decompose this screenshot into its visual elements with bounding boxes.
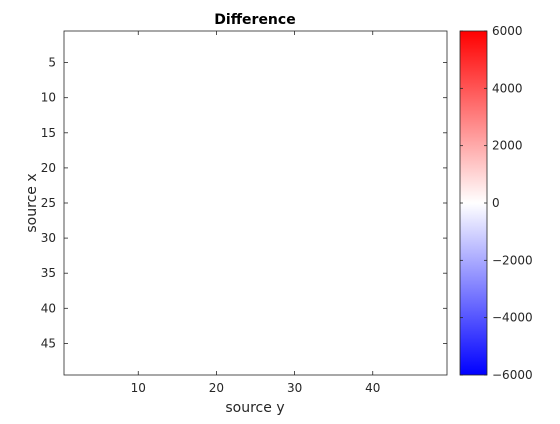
y-tick-label: 40 [41,301,56,315]
colorbar-tick-label: 4000 [492,81,523,95]
colorbar-tick-label: 6000 [492,24,523,38]
heatmap-axes: 10 20 30 40 5 10 15 20 25 30 35 40 45 [41,30,448,395]
colorbar-tick-label: 2000 [492,139,523,153]
colorbar-gradient [459,30,488,376]
chart-title: Difference [214,12,295,28]
y-tick-label: 5 [48,56,56,70]
x-axis-label: source y [225,400,284,416]
y-tick-label: 15 [41,126,56,140]
x-axis-ticks: 10 20 30 40 [131,31,380,395]
y-axis-label: source x [24,173,40,232]
colorbar-tick-label: −6000 [492,368,533,382]
x-tick-label: 10 [131,381,146,395]
y-tick-label: 25 [41,196,56,210]
y-tick-label: 45 [41,336,56,350]
x-tick-label: 40 [365,381,380,395]
colorbar-tick-label: 0 [492,196,500,210]
heatmap-image [64,31,447,375]
colorbar-ticks: −6000 −4000 −2000 0 2000 4000 6000 [460,24,533,382]
y-axis-ticks: 5 10 15 20 25 30 35 40 45 [41,56,447,350]
colorbar-tick-label: −2000 [492,253,533,267]
y-tick-label: 35 [41,266,56,280]
colorbar: −6000 −4000 −2000 0 2000 4000 6000 [459,24,533,382]
y-tick-label: 30 [41,231,56,245]
y-tick-label: 10 [41,91,56,105]
y-tick-label: 20 [41,161,56,175]
colorbar-tick-label: −4000 [492,311,533,325]
x-tick-label: 30 [287,381,302,395]
x-tick-label: 20 [209,381,224,395]
